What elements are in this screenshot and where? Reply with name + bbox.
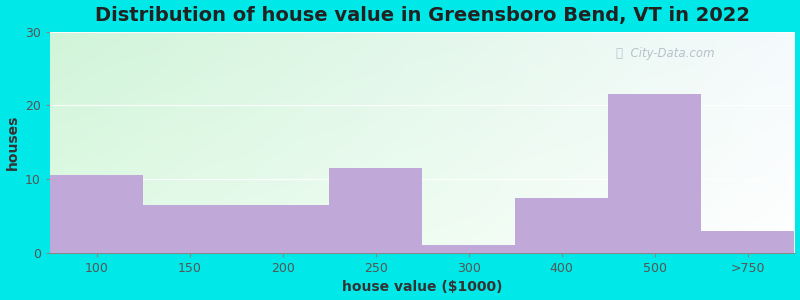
Bar [50,176,143,253]
Bar [515,198,608,253]
Y-axis label: houses: houses [6,115,19,170]
Bar [702,231,794,253]
Bar [236,205,329,253]
Bar [422,245,515,253]
Bar [329,168,422,253]
Text: ⓘ  City-Data.com: ⓘ City-Data.com [616,47,714,60]
Bar [608,94,702,253]
X-axis label: house value ($1000): house value ($1000) [342,280,502,294]
Title: Distribution of house value in Greensboro Bend, VT in 2022: Distribution of house value in Greensbor… [94,6,750,25]
Bar [143,205,236,253]
